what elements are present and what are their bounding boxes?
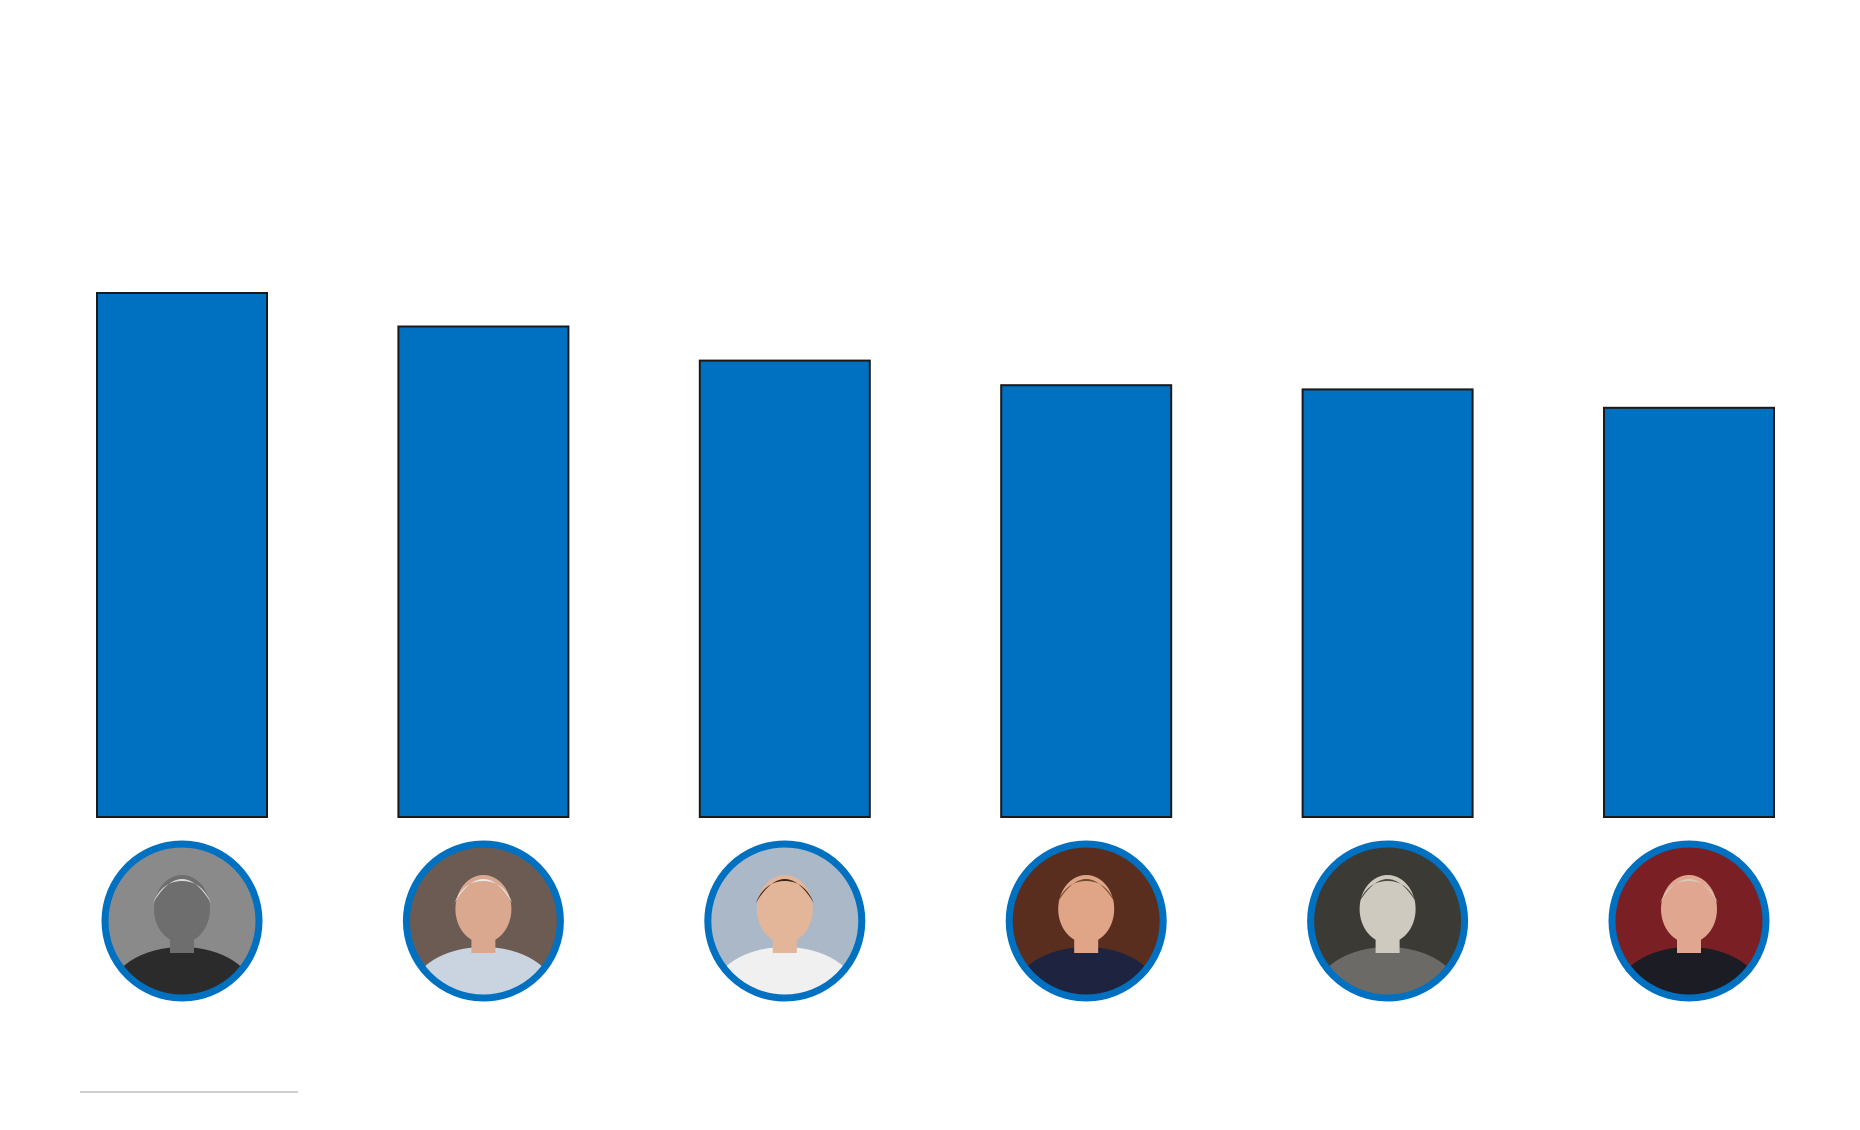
bar-3 (698, 359, 871, 818)
manager-portrait-6-icon (1608, 840, 1770, 1002)
bar-5 (1301, 388, 1474, 818)
manager-portrait-3-icon (704, 840, 866, 1002)
manager-portrait-1-icon (101, 840, 263, 1002)
manager-portrait-2-icon (402, 840, 564, 1002)
bar-2 (397, 325, 570, 818)
bar-1 (96, 292, 268, 818)
bar-6 (1603, 406, 1775, 818)
manager-portrait-4-icon (1005, 840, 1167, 1002)
bar-4 (1000, 384, 1173, 818)
category-photos-layer (101, 840, 1770, 1002)
manager-portrait-5-icon (1307, 840, 1469, 1002)
bars-layer (96, 292, 1775, 818)
